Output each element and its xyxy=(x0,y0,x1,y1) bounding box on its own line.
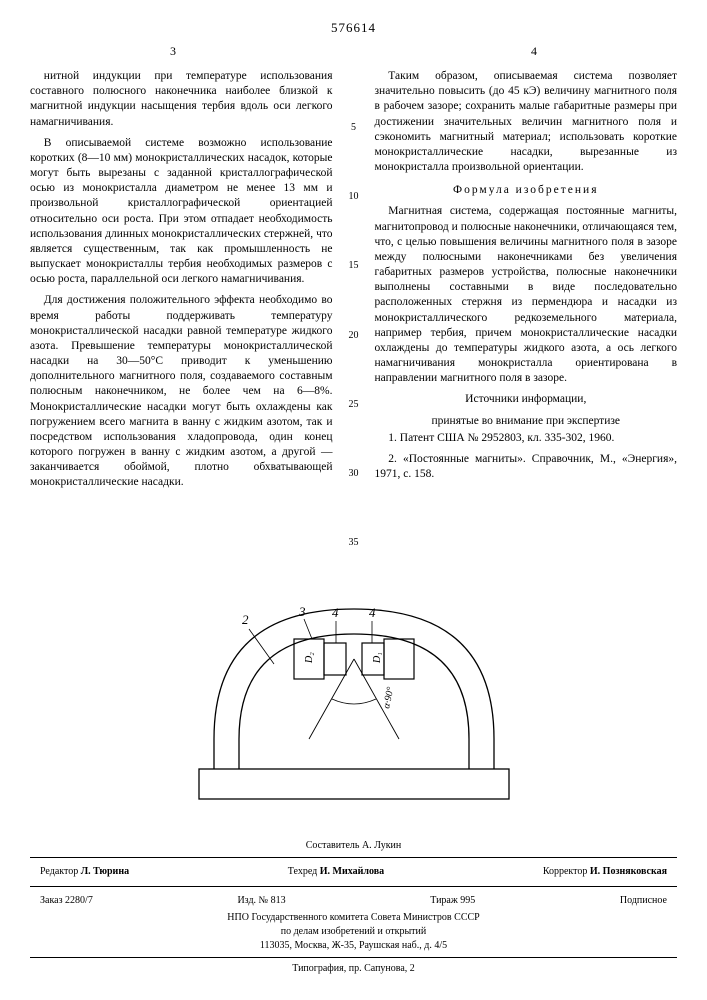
para: Магнитная система, содержащая постоянные… xyxy=(375,204,678,386)
line-mark: 15 xyxy=(349,259,359,272)
line-mark: 30 xyxy=(349,467,359,480)
callout-4a: 4 xyxy=(332,605,339,620)
composer-line: Составитель А. Лукин xyxy=(30,839,677,853)
patent-number: 576614 xyxy=(30,20,677,36)
dim-angle: α·90° xyxy=(381,686,396,710)
reference: 1. Патент США № 2952803, кл. 335-302, 19… xyxy=(375,431,678,446)
line-mark: 20 xyxy=(349,329,359,342)
dim-d2: D₂ xyxy=(304,652,315,664)
para: нитной индукции при температуре использо… xyxy=(30,69,333,130)
line-mark: 5 xyxy=(351,121,356,134)
para: В описываемой системе возможно использов… xyxy=(30,136,333,288)
footer: Составитель А. Лукин Редактор Л. Тюрина … xyxy=(30,839,677,976)
magnet-diagram: 2 3 4 4 D₂ D₁ α·90° xyxy=(154,569,554,819)
print-row: Заказ 2280/7 Изд. № 813 Тираж 995 Подпис… xyxy=(30,891,677,911)
line-number-gutter: 5 10 15 20 25 30 35 xyxy=(347,69,361,549)
address-line: 113035, Москва, Ж-35, Раушская наб., д. … xyxy=(30,939,677,953)
dim-d1: D₁ xyxy=(372,653,383,665)
callout-4b: 4 xyxy=(369,605,376,620)
sources-heading: Источники информации, xyxy=(375,392,678,407)
line-mark: 35 xyxy=(349,536,359,549)
figure: 2 3 4 4 D₂ D₁ α·90° xyxy=(30,569,677,824)
printer-line: Типография, пр. Сапунова, 2 xyxy=(30,962,677,976)
formula-heading: Формула изобретения xyxy=(375,183,678,198)
line-mark: 25 xyxy=(349,398,359,411)
sources-subheading: принятые во внимание при экспертизе xyxy=(375,414,678,429)
right-column: Таким образом, описываемая система позво… xyxy=(375,69,678,549)
credits-row: Редактор Л. Тюрина Техред И. Михайлова К… xyxy=(30,862,677,882)
page-number-right: 4 xyxy=(531,44,537,59)
callout-3: 3 xyxy=(298,604,306,619)
line-mark: 10 xyxy=(349,190,359,203)
text-columns: нитной индукции при температуре использо… xyxy=(30,69,677,549)
org-line-1: НПО Государственного комитета Совета Мин… xyxy=(30,911,677,925)
para: Для достижения положительного эффекта не… xyxy=(30,293,333,490)
left-column: нитной индукции при температуре использо… xyxy=(30,69,333,549)
page-number-left: 3 xyxy=(170,44,176,59)
reference: 2. «Постоянные магниты». Справочник, М.,… xyxy=(375,452,678,482)
callout-2: 2 xyxy=(242,612,249,627)
org-line-2: по делам изобретений и открытий xyxy=(30,925,677,939)
para: Таким образом, описываемая система позво… xyxy=(375,69,678,175)
